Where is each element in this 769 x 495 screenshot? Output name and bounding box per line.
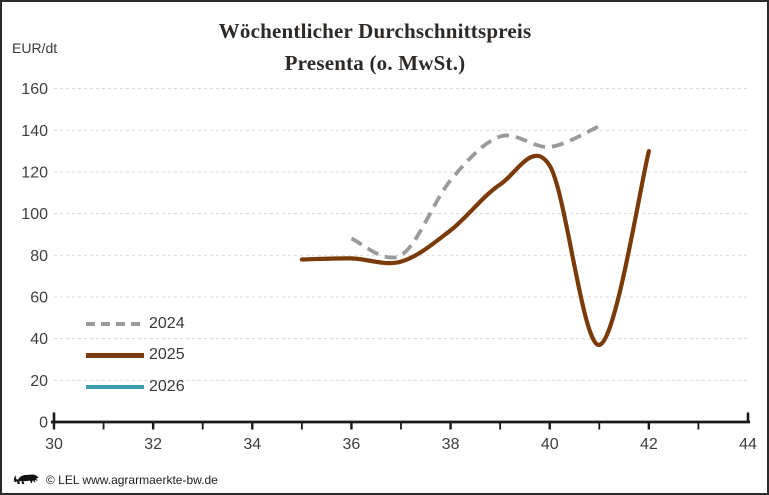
legend-swatch-2025 [86,353,144,358]
legend-item-2026: 2026 [86,371,185,403]
x-tick-label-30: 30 [45,436,63,453]
footer: © LEL www.agrarmaerkte-bw.de [13,470,218,489]
y-tick-label-60: 60 [30,289,48,306]
legend-label-2025: 2025 [149,346,185,364]
bw-lion-logo [13,474,39,484]
x-tick-label-34: 34 [243,436,261,453]
y-axis-unit-label: EUR/dt [12,40,58,56]
x-tick-label-42: 42 [640,436,658,453]
chart-legend: 2024 2025 2026 [86,308,185,403]
y-tick-label-160: 160 [21,81,48,98]
chart-title-line1: Wöchentlicher Durchschnittspreis [218,19,532,43]
y-tick-label-120: 120 [21,164,48,181]
y-tick-label-80: 80 [30,248,48,265]
x-tick-label-40: 40 [541,436,559,453]
legend-label-2024: 2024 [149,314,185,332]
chart-title-line2: Presenta (o. MwSt.) [284,51,466,75]
x-tick-label-36: 36 [343,436,361,453]
legend-item-2024: 2024 [86,308,185,340]
chart-title: Wöchentlicher Durchschnittspreis Present… [2,15,748,79]
y-tick-label-40: 40 [30,331,48,348]
legend-label-2026: 2026 [149,377,185,395]
legend-swatch-2024 [86,321,144,326]
y-tick-label-140: 140 [21,123,48,140]
series-line-2025 [299,149,651,347]
x-tick-label-38: 38 [442,436,460,453]
legend-swatch-2026 [86,384,144,389]
x-tick-label-44: 44 [739,436,757,453]
legend-item-2025: 2025 [86,340,185,372]
y-tick-label-100: 100 [21,206,48,223]
x-tick-label-32: 32 [144,436,162,453]
series-line-2024 [350,124,601,260]
footer-copyright: © LEL www.agrarmaerkte-bw.de [46,472,218,487]
y-tick-label-0: 0 [39,415,48,432]
y-tick-label-20: 20 [30,373,48,390]
